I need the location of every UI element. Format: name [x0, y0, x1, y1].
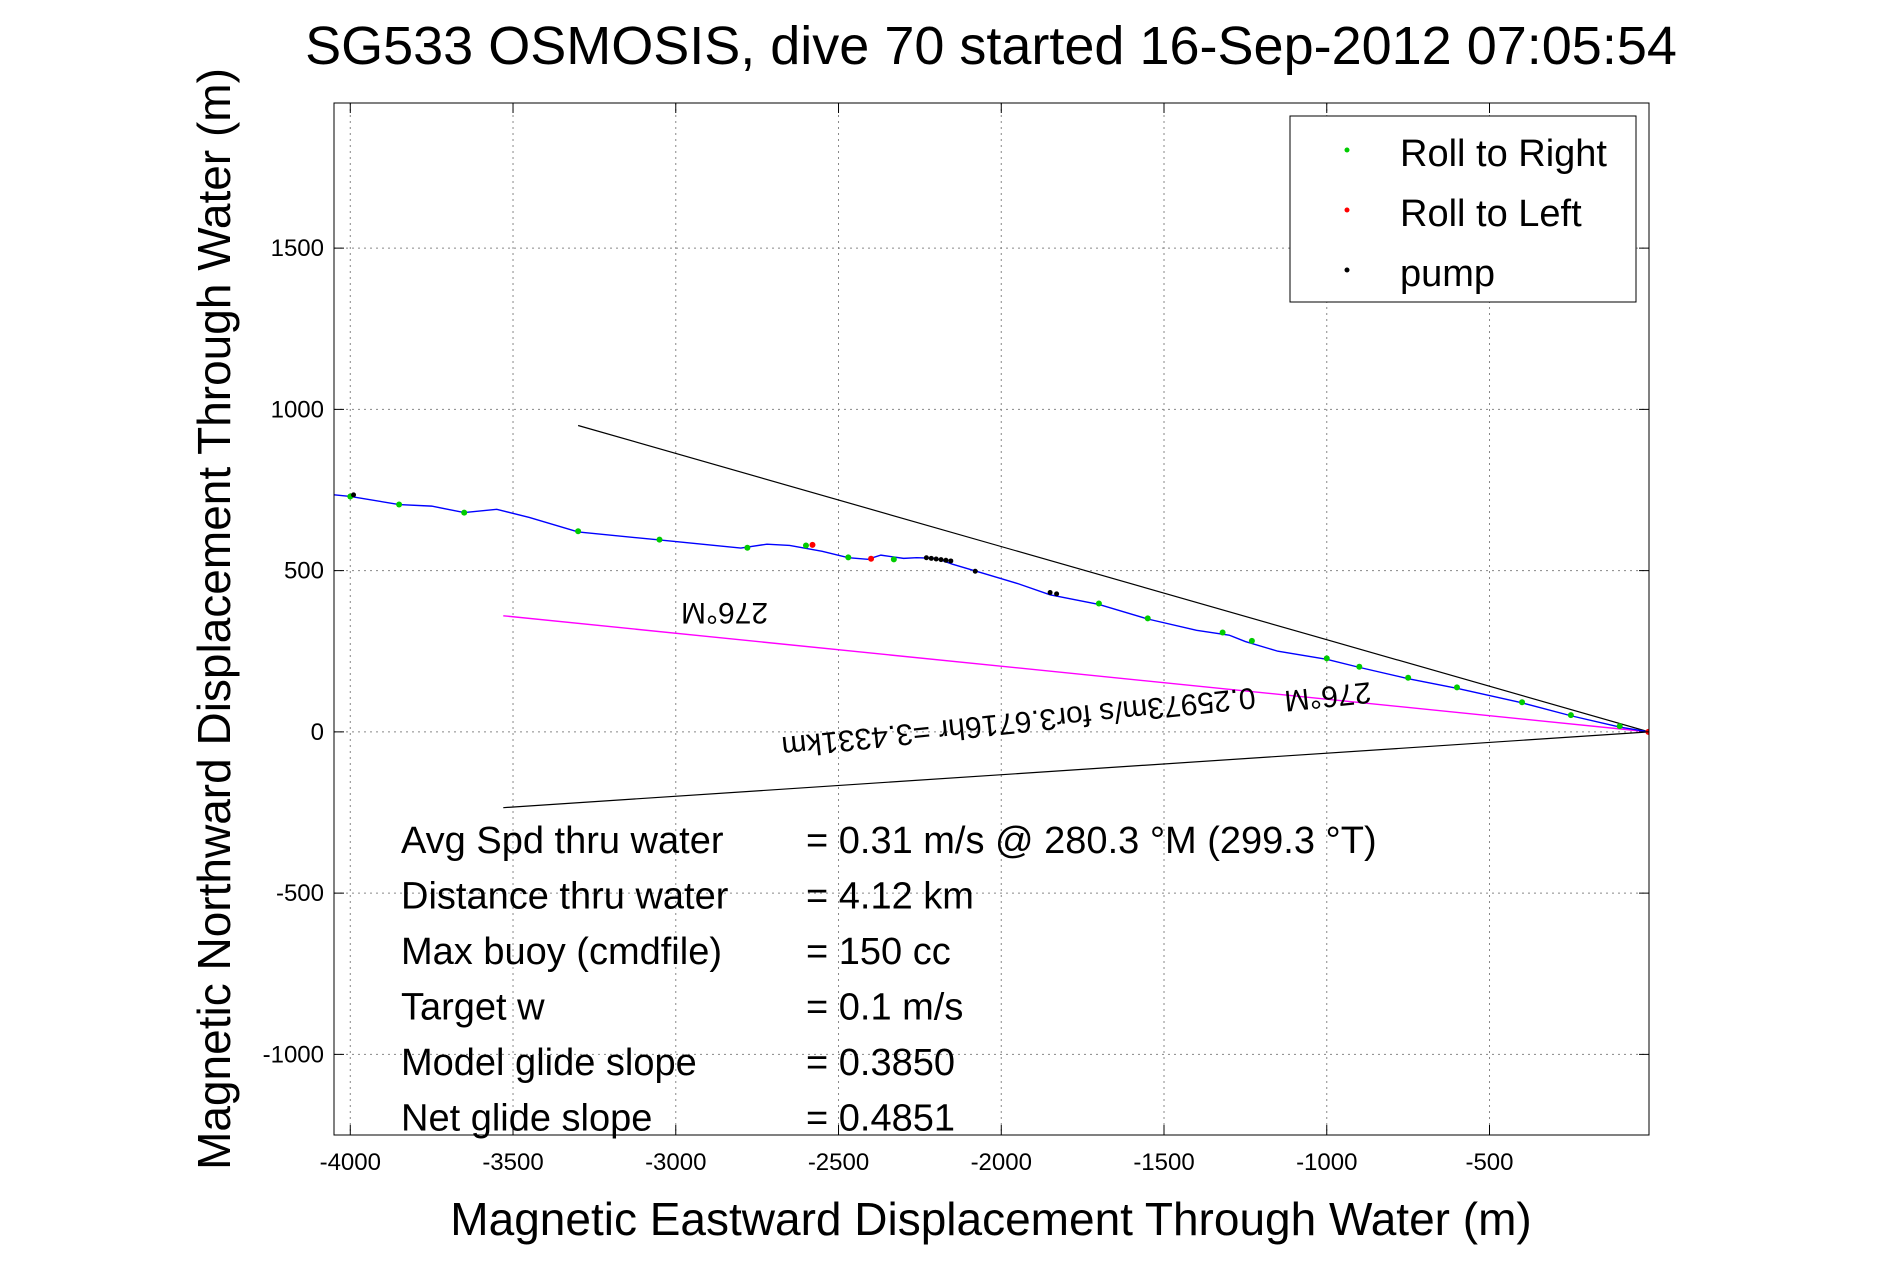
annotation-label: Avg Spd thru water	[401, 820, 724, 862]
roll-right-point	[845, 554, 852, 561]
annotation-value: = 0.3850	[806, 1042, 955, 1084]
roll-right-point	[1405, 674, 1412, 681]
pump-point	[948, 558, 954, 564]
y-tick-label: 0	[311, 719, 324, 746]
y-tick-label: 500	[284, 558, 324, 585]
plot-content	[334, 424, 1649, 809]
annotation-label: Net glide slope	[401, 1098, 652, 1140]
x-tick-label: -1500	[1133, 1149, 1194, 1176]
roll-right-point	[1323, 655, 1330, 662]
pump-point	[938, 557, 944, 563]
y-axis-label: Magnetic Northward Displacement Through …	[188, 68, 240, 1170]
stats-annotations: Avg Spd thru water = 0.31 m/s @ 280.3 °M …	[401, 820, 1377, 1140]
legend-label: Roll to Right	[1400, 133, 1607, 175]
annotation-value: = 4.12 km	[806, 876, 974, 918]
pump-point	[1047, 590, 1053, 596]
legend-marker	[1344, 267, 1350, 273]
x-tick-label: -500	[1465, 1149, 1513, 1176]
roll-right-point	[744, 544, 751, 551]
roll-right-point	[1144, 615, 1151, 622]
x-tick-label: -1000	[1296, 1149, 1357, 1176]
pump-point	[943, 557, 949, 563]
roll-right-point	[1519, 699, 1526, 706]
annotation-label: Target w	[401, 987, 545, 1029]
pump-point	[1054, 591, 1060, 597]
plot-lines	[334, 424, 1649, 809]
y-tick-label: -1000	[263, 1041, 324, 1068]
x-tick-label: -2000	[971, 1149, 1032, 1176]
roll-right-point	[802, 542, 809, 549]
line-label: 0.25973m/s for3.6716hr =3.4331km	[780, 681, 1257, 764]
annotation-value: = 0.31 m/s @ 280.3 °M (299.3 °T)	[806, 820, 1377, 862]
plot-frame	[333, 102, 1650, 1136]
envelope-line	[503, 731, 1649, 809]
legend-marker	[1344, 147, 1350, 153]
x-tick-label: -4000	[320, 1149, 381, 1176]
line-label: 276°M	[681, 596, 768, 629]
axis-ticks: -4000 -3500 -3000 -2500 -2000 -1500 -1000 -500 -…	[263, 103, 1649, 1176]
x-tick-label: -3500	[482, 1149, 543, 1176]
legend-label: pump	[1400, 253, 1495, 295]
annotation-label: Max buoy (cmdfile)	[401, 931, 722, 973]
legend-label: Roll to Left	[1400, 193, 1582, 235]
bearing-line	[503, 615, 1649, 733]
roll-right-point	[461, 509, 468, 516]
annotation-value: = 0.4851	[806, 1098, 955, 1140]
grid	[334, 103, 1649, 1135]
line-label: 276°M	[1283, 675, 1373, 717]
pump-point	[351, 492, 357, 498]
roll-right-point	[575, 528, 582, 535]
legend: Roll to Right Roll to Left pump	[1289, 115, 1637, 303]
legend-marker	[1344, 207, 1350, 213]
roll-right-point	[1616, 723, 1623, 730]
roll-right-point	[890, 556, 897, 563]
roll-right-point	[1453, 684, 1460, 691]
roll-left-point	[868, 555, 875, 562]
roll-right-point	[1248, 637, 1255, 644]
roll-left-point	[809, 541, 816, 548]
annotation-label: Distance thru water	[401, 876, 729, 918]
pump-point	[923, 555, 929, 561]
chart-title: SG533 OSMOSIS, dive 70 started 16-Sep-20…	[305, 16, 1677, 76]
roll-right-point	[1356, 663, 1363, 670]
roll-right-point	[656, 536, 663, 543]
line-labels: 276°M 276°M 0.25973m/s for3.6716hr =3.4331…	[681, 596, 1373, 763]
annotation-value: = 0.1 m/s	[806, 987, 963, 1029]
track-line	[334, 494, 1649, 733]
roll-right-point	[1219, 629, 1226, 636]
y-tick-label: 1500	[271, 235, 324, 262]
x-tick-label: -2500	[808, 1149, 869, 1176]
roll-right-point	[1567, 712, 1574, 719]
roll-right-point	[396, 501, 403, 508]
annotation-label: Model glide slope	[401, 1042, 697, 1084]
pump-point	[933, 556, 939, 562]
annotation-value: = 150 cc	[806, 931, 951, 973]
x-axis-label: Magnetic Eastward Displacement Through W…	[450, 1193, 1531, 1245]
pump-point	[928, 555, 934, 561]
x-tick-label: -3000	[645, 1149, 706, 1176]
y-tick-label: 1000	[271, 396, 324, 423]
envelope-line	[577, 424, 1649, 733]
y-tick-label: -500	[276, 880, 324, 907]
pump-point	[972, 568, 978, 574]
roll-right-point	[1095, 600, 1102, 607]
